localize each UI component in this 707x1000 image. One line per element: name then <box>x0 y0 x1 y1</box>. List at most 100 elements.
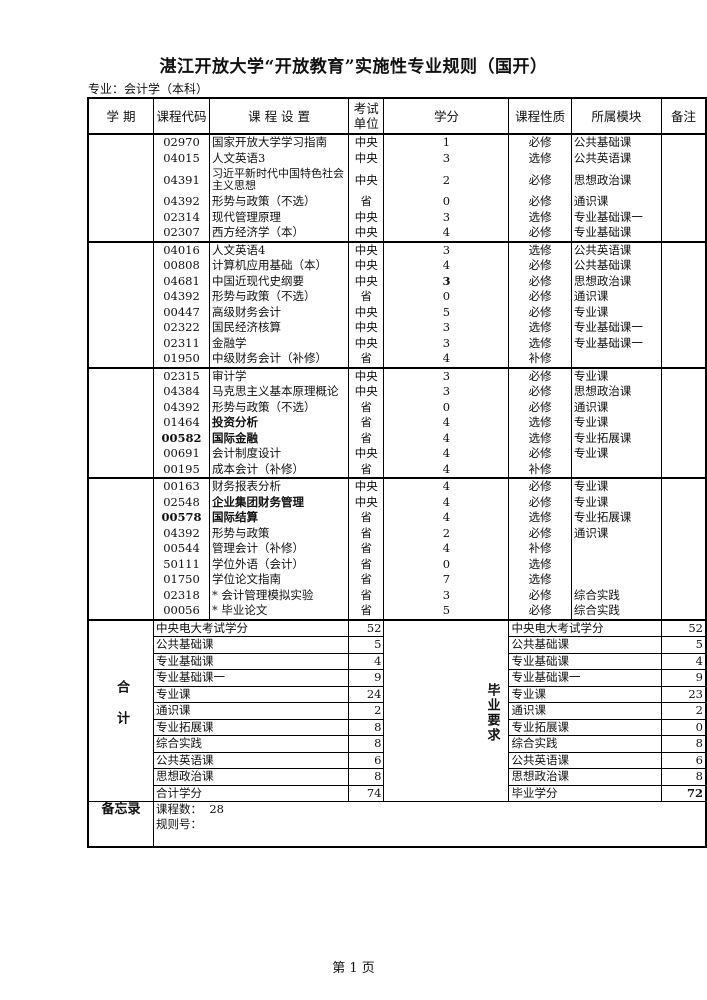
grad-item: 公共英语课 <box>508 751 662 769</box>
memo-content: 课程数： 28 规则号： <box>153 801 707 848</box>
exam-unit: 中央 <box>348 335 385 351</box>
exam-unit: 中央 <box>348 304 385 320</box>
exam-unit: 省 <box>348 556 385 572</box>
course-type: 选修 <box>508 510 572 526</box>
course-type: 选修 <box>508 335 572 351</box>
course-code: 00163 <box>153 477 210 495</box>
course-row: 04384 马克思主义基本原理概论 中央 3 必修 思想政治课 <box>88 384 706 400</box>
course-code: 01950 <box>153 351 210 368</box>
credit: 3 <box>383 587 510 603</box>
total-value: 6 <box>348 751 385 769</box>
graduation-label: 毕业要求 <box>383 618 510 802</box>
course-type: 选修 <box>508 320 572 336</box>
course-row: 04392 形势与政策省 2 必修 通识课 <box>88 525 706 541</box>
grad-value: 4 <box>660 652 707 670</box>
total-value: 4 <box>348 652 385 670</box>
major-label: 专业：会计学（本科） <box>88 82 209 96</box>
course-name: 人文英语4 <box>208 240 350 258</box>
course-type: 必修 <box>508 304 572 320</box>
module: 专业基础课一 <box>570 209 662 225</box>
credit: 4 <box>383 494 510 510</box>
exam-unit: 省 <box>348 351 385 368</box>
course-name: 国际结算 <box>208 510 350 526</box>
course-name: 现代管理原理 <box>208 209 350 225</box>
exam-unit: 中央 <box>348 150 385 166</box>
course-name: 金融学 <box>208 335 350 351</box>
course-row: 04681 中国近现代史纲要 中央 3 必修 思想政治课 <box>88 273 706 289</box>
course-type: 必修 <box>508 494 572 510</box>
grad-value: 5 <box>660 636 707 654</box>
module: 公共基础课 <box>570 258 662 274</box>
grad-value: 23 <box>660 685 707 703</box>
module: 专业课 <box>570 304 662 320</box>
exam-unit: 中央 <box>348 225 385 242</box>
remark-cell <box>660 133 707 242</box>
credit: 4 <box>383 258 510 274</box>
course-name: 审计学 <box>208 366 350 384</box>
total-value: 8 <box>348 735 385 753</box>
module: 综合实践 <box>570 603 662 620</box>
course-type: 必修 <box>508 133 572 151</box>
exam-unit: 省 <box>348 510 385 526</box>
course-name: 国际金融 <box>208 430 350 446</box>
course-row: 00447 高级财务会计 中央 5 必修 专业课 <box>88 304 706 320</box>
course-row: 02970 国家开放大学学习指南 中央 1 必修 公共基础课 <box>87 133 707 242</box>
credit: 0 <box>383 399 510 415</box>
course-name: 学位外语（会计） <box>208 556 350 572</box>
grad-value: 2 <box>660 702 707 720</box>
module <box>570 541 662 557</box>
header-course-name: 课 程 设 置 <box>208 97 350 135</box>
summary-row: 专业课 24 专业课 23 <box>88 685 707 703</box>
course-name: * 会计管理模拟实验 <box>208 587 350 603</box>
course-code: 04392 <box>153 399 210 415</box>
course-row: 04391 习近平新时代中国特色社会主义思想 中央 2 必修 思想政治课 <box>88 166 706 194</box>
summary-row: 合计 中央电大考试学分 52 毕业要求 中央电大考试学分 52 <box>87 618 707 802</box>
module: 综合实践 <box>570 587 662 603</box>
course-row: 02315 审计学 中央 3 必修 专业课 <box>87 366 707 478</box>
course-code: 00195 <box>153 461 210 478</box>
module: 通识课 <box>570 289 662 305</box>
course-code: 04392 <box>153 289 210 305</box>
course-row: 00808 计算机应用基础（本） 中央 4 必修 公共基础课 <box>88 258 706 274</box>
course-code: 04681 <box>153 273 210 289</box>
module: 专业拓展课 <box>570 510 662 526</box>
total-value: 74 <box>348 784 385 802</box>
course-row: 00578 国际结算省 4 选修 专业拓展课 <box>88 510 706 526</box>
header-exam-unit: 考试单位 <box>348 97 385 135</box>
course-code: 02315 <box>153 366 210 384</box>
course-row: 50111 学位外语（会计）省 0 选修 <box>88 556 706 572</box>
grad-item: 专业课 <box>508 685 662 703</box>
exam-unit: 中央 <box>348 477 385 495</box>
course-row: 00544 管理会计（补修）省 4 补修 <box>88 541 706 557</box>
course-code: 00447 <box>153 304 210 320</box>
course-name: 财务报表分析 <box>208 477 350 495</box>
course-row: 02307 西方经济学（本） 中央 4 必修 专业基础课 <box>88 225 706 242</box>
grad-value: 8 <box>660 768 707 786</box>
course-type: 选修 <box>508 150 572 166</box>
course-row: 00056 * 毕业论文省 5 必修 综合实践 <box>88 603 706 620</box>
course-type: 必修 <box>508 273 572 289</box>
credit: 4 <box>383 415 510 431</box>
credit: 4 <box>383 446 510 462</box>
module <box>570 351 662 368</box>
course-name: 形势与政策（不选） <box>208 194 350 210</box>
exam-unit: 中央 <box>348 133 385 151</box>
total-item: 专业拓展课 <box>152 718 350 736</box>
grad-item: 专业基础课 <box>508 652 662 670</box>
semester-cell <box>87 477 154 620</box>
module: 专业基础课一 <box>570 320 662 336</box>
course-code: 04392 <box>153 194 210 210</box>
credit: 3 <box>383 366 510 384</box>
course-name: 计算机应用基础（本） <box>208 258 350 274</box>
course-name: 会计制度设计 <box>208 446 350 462</box>
module: 通识课 <box>570 194 662 210</box>
course-count-label: 课程数： <box>156 802 202 816</box>
course-type: 选修 <box>508 572 572 588</box>
course-code: 00808 <box>153 258 210 274</box>
exam-unit: 省 <box>348 587 385 603</box>
course-name: 习近平新时代中国特色社会主义思想 <box>208 166 350 194</box>
grad-item: 思想政治课 <box>508 768 662 786</box>
total-value: 9 <box>348 669 385 687</box>
total-label: 合计 <box>87 618 154 802</box>
total-item: 通识课 <box>152 702 350 720</box>
